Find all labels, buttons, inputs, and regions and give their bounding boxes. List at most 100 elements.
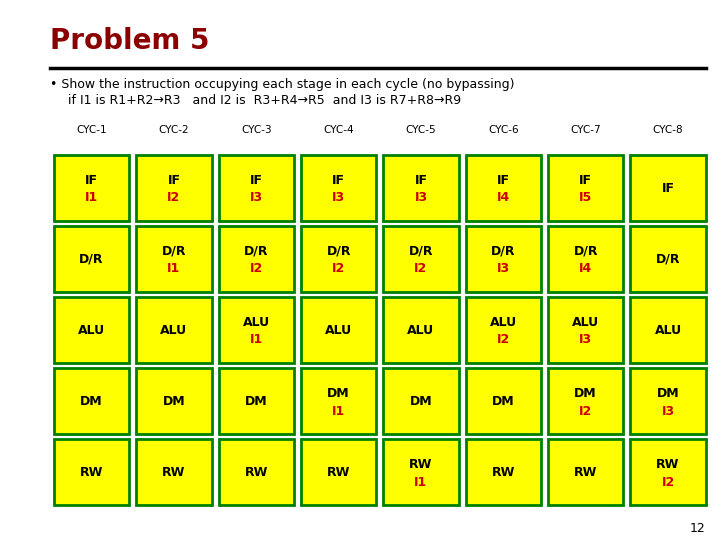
FancyBboxPatch shape (301, 298, 377, 363)
FancyBboxPatch shape (548, 226, 624, 292)
Text: CYC-2: CYC-2 (158, 125, 189, 135)
FancyBboxPatch shape (219, 368, 294, 434)
Text: IF: IF (168, 174, 181, 187)
Text: DM: DM (657, 387, 680, 400)
Text: I4: I4 (497, 191, 510, 204)
FancyBboxPatch shape (631, 368, 706, 434)
Text: I2: I2 (414, 262, 428, 275)
FancyBboxPatch shape (136, 155, 212, 221)
Text: ALU: ALU (572, 316, 599, 329)
FancyBboxPatch shape (136, 298, 212, 363)
Text: I1: I1 (332, 404, 346, 417)
Text: IF: IF (250, 174, 263, 187)
FancyBboxPatch shape (548, 368, 624, 434)
FancyBboxPatch shape (384, 368, 459, 434)
Text: IF: IF (415, 174, 428, 187)
Text: I1: I1 (167, 262, 181, 275)
Text: D/R: D/R (244, 245, 269, 258)
Text: IF: IF (332, 174, 345, 187)
Text: CYC-5: CYC-5 (405, 125, 436, 135)
Text: DM: DM (492, 395, 515, 408)
Text: RW: RW (409, 458, 433, 471)
FancyBboxPatch shape (384, 440, 459, 505)
Text: RW: RW (574, 465, 598, 479)
Text: I3: I3 (332, 191, 345, 204)
Text: I2: I2 (167, 191, 181, 204)
Text: RW: RW (657, 458, 680, 471)
Text: I2: I2 (332, 262, 346, 275)
Text: DM: DM (575, 387, 597, 400)
Text: ALU: ALU (408, 323, 435, 336)
Text: CYC-4: CYC-4 (323, 125, 354, 135)
Text: RW: RW (492, 465, 515, 479)
FancyBboxPatch shape (384, 155, 459, 221)
Text: I1: I1 (250, 334, 263, 347)
FancyBboxPatch shape (136, 440, 212, 505)
Text: CYC-6: CYC-6 (488, 125, 518, 135)
Text: D/R: D/R (326, 245, 351, 258)
Text: DM: DM (163, 395, 185, 408)
Text: ALU: ALU (490, 316, 517, 329)
FancyBboxPatch shape (631, 298, 706, 363)
Text: CYC-7: CYC-7 (570, 125, 601, 135)
Text: I3: I3 (415, 191, 428, 204)
FancyBboxPatch shape (54, 226, 129, 292)
Text: if I1 is R1+R2→R3   and I2 is  R3+R4→R5  and I3 is R7+R8→R9: if I1 is R1+R2→R3 and I2 is R3+R4→R5 and… (68, 94, 462, 107)
FancyBboxPatch shape (136, 226, 212, 292)
Text: DM: DM (80, 395, 103, 408)
Text: D/R: D/R (491, 245, 516, 258)
FancyBboxPatch shape (466, 298, 541, 363)
FancyBboxPatch shape (54, 155, 129, 221)
Text: ALU: ALU (325, 323, 352, 336)
FancyBboxPatch shape (54, 440, 129, 505)
FancyBboxPatch shape (301, 226, 377, 292)
Text: D/R: D/R (573, 245, 598, 258)
Text: IF: IF (579, 174, 592, 187)
FancyBboxPatch shape (466, 226, 541, 292)
Text: 12: 12 (690, 522, 706, 535)
FancyBboxPatch shape (548, 155, 624, 221)
Text: I1: I1 (85, 191, 98, 204)
FancyBboxPatch shape (631, 226, 706, 292)
Text: IF: IF (85, 174, 98, 187)
Text: I2: I2 (497, 334, 510, 347)
FancyBboxPatch shape (136, 368, 212, 434)
Text: ALU: ALU (654, 323, 682, 336)
Text: CYC-1: CYC-1 (76, 125, 107, 135)
FancyBboxPatch shape (466, 155, 541, 221)
Text: RW: RW (162, 465, 186, 479)
Text: CYC-3: CYC-3 (241, 125, 271, 135)
Text: D/R: D/R (162, 245, 186, 258)
Text: D/R: D/R (656, 253, 680, 266)
Text: RW: RW (245, 465, 268, 479)
Text: I3: I3 (250, 191, 263, 204)
FancyBboxPatch shape (301, 368, 377, 434)
FancyBboxPatch shape (631, 440, 706, 505)
FancyBboxPatch shape (548, 298, 624, 363)
Text: DM: DM (245, 395, 268, 408)
Text: I2: I2 (579, 404, 593, 417)
FancyBboxPatch shape (219, 298, 294, 363)
Text: I3: I3 (579, 334, 593, 347)
FancyBboxPatch shape (54, 298, 129, 363)
Text: IF: IF (497, 174, 510, 187)
Text: DM: DM (410, 395, 432, 408)
Text: • Show the instruction occupying each stage in each cycle (no bypassing): • Show the instruction occupying each st… (50, 78, 515, 91)
Text: I3: I3 (497, 262, 510, 275)
Text: ALU: ALU (243, 316, 270, 329)
FancyBboxPatch shape (219, 155, 294, 221)
Text: I2: I2 (250, 262, 263, 275)
FancyBboxPatch shape (466, 440, 541, 505)
FancyBboxPatch shape (548, 440, 624, 505)
FancyBboxPatch shape (219, 226, 294, 292)
FancyBboxPatch shape (466, 368, 541, 434)
Text: I1: I1 (414, 476, 428, 489)
Text: I5: I5 (579, 191, 593, 204)
Text: IF: IF (662, 181, 675, 194)
FancyBboxPatch shape (301, 440, 377, 505)
Text: I3: I3 (662, 404, 675, 417)
Text: ALU: ALU (161, 323, 187, 336)
Text: I4: I4 (579, 262, 593, 275)
Text: DM: DM (328, 387, 350, 400)
FancyBboxPatch shape (301, 155, 377, 221)
